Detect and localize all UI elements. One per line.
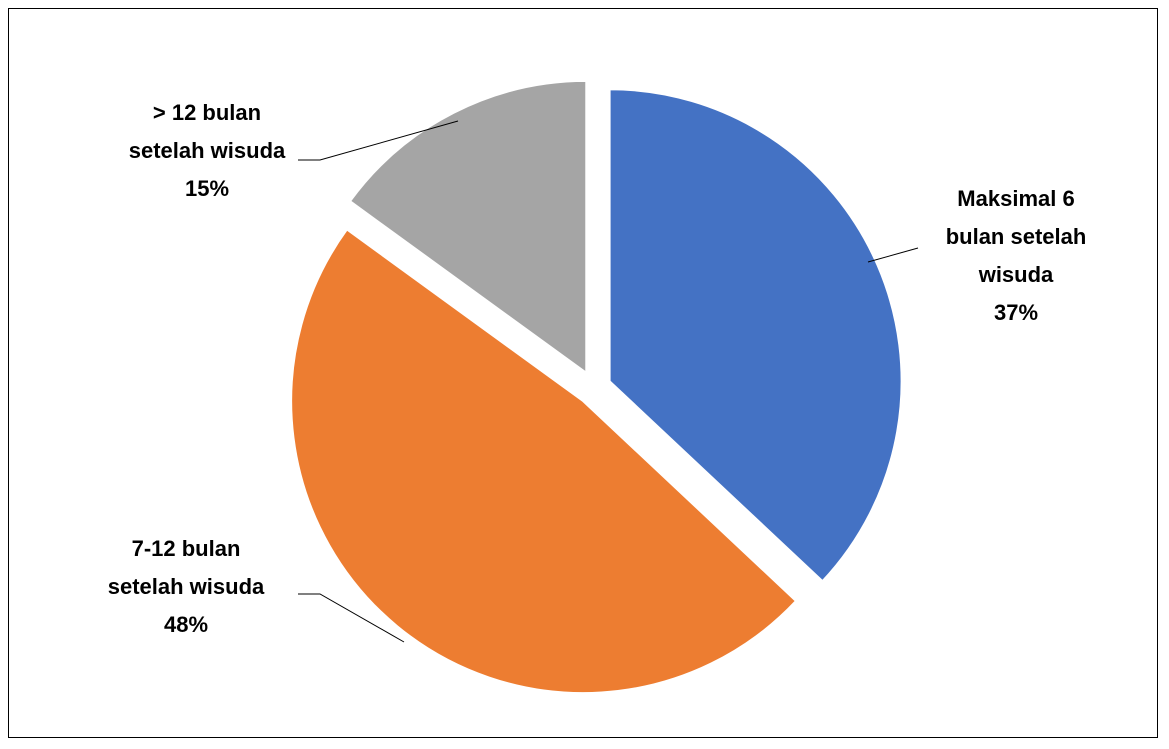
leader-line-1 — [298, 593, 405, 643]
leader-line-0 — [867, 247, 919, 263]
pie-slice-2 — [348, 79, 588, 375]
slice-label-line: setelah wisuda — [129, 138, 286, 163]
slice-percent-0: 37% — [994, 300, 1038, 325]
slice-label-line: Maksimal 6 — [957, 186, 1074, 211]
slice-label-line: wisuda — [978, 262, 1054, 287]
slice-label-0: Maksimal 6 bulan setelah wisuda 37% — [946, 186, 1087, 325]
slice-label-line: setelah wisuda — [108, 574, 265, 599]
leader-line-2 — [298, 120, 459, 161]
pie-slice-0 — [608, 88, 903, 583]
slice-label-line: 7-12 bulan — [132, 536, 241, 561]
leader-lines — [298, 120, 919, 643]
slice-label-2: > 12 bulan setelah wisuda 15% — [129, 100, 286, 201]
slice-percent-1: 48% — [164, 612, 208, 637]
slice-label-1: 7-12 bulan setelah wisuda 48% — [108, 536, 265, 637]
pie-slices — [290, 79, 903, 695]
slice-label-line: bulan setelah — [946, 224, 1087, 249]
slice-label-line: > 12 bulan — [153, 100, 261, 125]
slice-percent-2: 15% — [185, 176, 229, 201]
pie-slice-1 — [290, 228, 798, 695]
slice-labels: Maksimal 6 bulan setelah wisuda 37% 7-12 bul… — [108, 100, 1087, 637]
